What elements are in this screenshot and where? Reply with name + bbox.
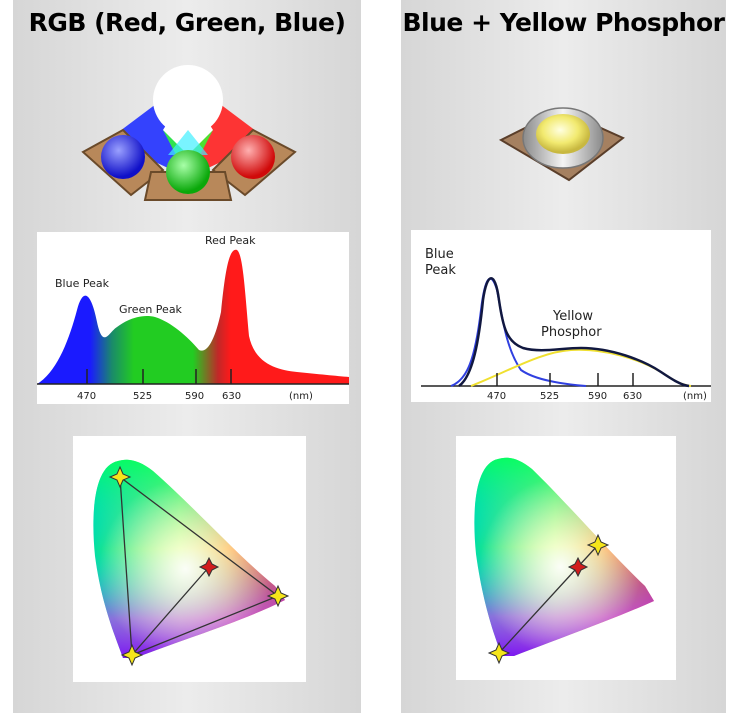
blue-led-dome bbox=[101, 135, 145, 179]
white-point-marker bbox=[567, 556, 589, 578]
green-primary-marker bbox=[108, 465, 132, 489]
blue-peak-label: Blue bbox=[425, 247, 454, 262]
blue-yellow-mixing-line bbox=[498, 544, 599, 654]
phosphor-led-illustration bbox=[498, 107, 625, 182]
rgb-spectrum-chart: Blue Peak Green Peak Red Peak 470 525 59… bbox=[37, 232, 349, 404]
phosphor-led-dome bbox=[536, 114, 590, 154]
tick-525: 525 bbox=[133, 391, 152, 402]
yellow-phosphor-marker bbox=[586, 533, 610, 557]
yellow-phosphor-label: Yellow bbox=[552, 309, 593, 324]
phosphor-panel: Blue + Yellow Phosphor Blue Peak Yellow … bbox=[401, 0, 726, 713]
green-led-dome bbox=[166, 150, 210, 194]
tick-470: 470 bbox=[487, 391, 506, 402]
blue-peak-label-line2: Peak bbox=[425, 263, 456, 278]
tick-470: 470 bbox=[77, 391, 96, 402]
green-peak-label: Green Peak bbox=[119, 303, 183, 316]
rgb-spectrum-curve bbox=[37, 249, 349, 384]
yellow-phosphor-curve bbox=[470, 348, 692, 387]
phosphor-chromaticity-diagram bbox=[456, 436, 676, 680]
rgb-panel: RGB (Red, Green, Blue) bbox=[13, 0, 361, 713]
red-primary-marker bbox=[266, 584, 290, 608]
tick-590: 590 bbox=[185, 391, 204, 402]
blue-source-marker bbox=[487, 641, 511, 665]
phosphor-spectrum-chart: Blue Peak Yellow Phosphor 470 525 590 63… bbox=[411, 230, 711, 402]
phosphor-panel-title: Blue + Yellow Phosphor bbox=[402, 8, 725, 37]
tick-525: 525 bbox=[540, 391, 559, 402]
tick-630: 630 bbox=[222, 391, 241, 402]
cie-gamut-shape bbox=[474, 457, 654, 656]
red-led-dome bbox=[231, 135, 275, 179]
yellow-phosphor-label-line2: Phosphor bbox=[541, 325, 602, 340]
blue-primary-marker bbox=[120, 643, 144, 667]
rgb-panel-title: RGB (Red, Green, Blue) bbox=[28, 8, 346, 37]
red-peak-label: Red Peak bbox=[205, 234, 256, 247]
blue-peak-label: Blue Peak bbox=[55, 277, 110, 290]
tick-630: 630 bbox=[623, 391, 642, 402]
combined-spectrum-curve bbox=[458, 277, 690, 388]
unit-label: (nm) bbox=[289, 391, 313, 402]
tick-590: 590 bbox=[588, 391, 607, 402]
rgb-chromaticity-diagram bbox=[73, 436, 306, 682]
rgb-gamut-triangle bbox=[119, 475, 280, 656]
unit-label: (nm) bbox=[683, 391, 707, 402]
white-point-marker bbox=[198, 556, 220, 578]
rgb-led-illustration bbox=[81, 65, 297, 201]
cie-gamut-shape bbox=[93, 459, 285, 658]
